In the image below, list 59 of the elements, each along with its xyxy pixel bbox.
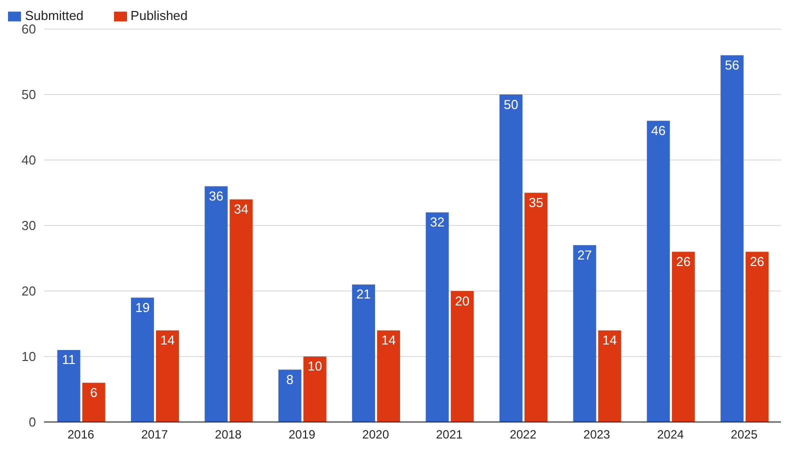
data-label: 26 bbox=[750, 254, 764, 269]
data-label: 11 bbox=[62, 352, 76, 368]
x-tick-label: 2016 bbox=[68, 428, 95, 442]
x-tick-label: 2024 bbox=[657, 428, 684, 442]
data-label: 32 bbox=[430, 214, 444, 230]
y-tick-label: 60 bbox=[22, 22, 36, 37]
y-tick-label: 30 bbox=[22, 218, 36, 234]
x-tick-label: 2023 bbox=[583, 428, 610, 442]
data-label: 19 bbox=[135, 300, 150, 315]
bar bbox=[82, 382, 106, 422]
data-label: 14 bbox=[381, 332, 396, 348]
bar bbox=[598, 330, 622, 422]
bar bbox=[204, 186, 228, 422]
data-label: 20 bbox=[455, 293, 470, 308]
data-label: 36 bbox=[208, 188, 224, 204]
bar bbox=[720, 55, 744, 422]
legend-label: Submitted bbox=[25, 8, 84, 23]
data-label: 6 bbox=[90, 384, 98, 400]
bar bbox=[230, 199, 253, 422]
data-label: 27 bbox=[577, 247, 592, 262]
bar bbox=[450, 291, 474, 422]
data-label: 50 bbox=[504, 96, 518, 112]
data-label: 35 bbox=[528, 195, 544, 210]
y-tick-label: 0 bbox=[28, 414, 36, 430]
bar bbox=[303, 356, 326, 422]
x-tick-label: 2025 bbox=[730, 428, 758, 442]
x-tick-label: 2017 bbox=[141, 428, 168, 442]
y-tick-label: 50 bbox=[22, 87, 36, 102]
x-tick-label: 2022 bbox=[510, 428, 537, 442]
x-tick-label: 2018 bbox=[214, 428, 242, 442]
x-tick-label: 2019 bbox=[288, 428, 316, 442]
data-label: 34 bbox=[234, 202, 248, 217]
y-tick-label: 20 bbox=[22, 284, 36, 299]
bar bbox=[426, 212, 449, 422]
bar bbox=[573, 245, 596, 422]
data-label: 46 bbox=[651, 122, 666, 138]
bar bbox=[746, 252, 769, 422]
bar bbox=[57, 350, 80, 422]
bar bbox=[524, 192, 548, 422]
data-label: 8 bbox=[286, 372, 294, 387]
data-label: 14 bbox=[602, 332, 617, 348]
y-tick-label: 10 bbox=[22, 349, 36, 364]
y-tick-label: 40 bbox=[22, 152, 36, 168]
x-tick-label: 2020 bbox=[362, 428, 390, 442]
legend-label: Published bbox=[130, 8, 188, 23]
bar bbox=[672, 252, 695, 422]
data-label: 21 bbox=[356, 286, 371, 302]
bar bbox=[352, 284, 376, 422]
data-label: 10 bbox=[308, 358, 322, 374]
bar bbox=[278, 370, 302, 422]
data-label: 14 bbox=[160, 332, 175, 348]
bar bbox=[130, 298, 154, 422]
bar bbox=[156, 330, 179, 422]
bar bbox=[377, 330, 400, 422]
bar bbox=[646, 120, 670, 422]
x-tick-label: 2021 bbox=[436, 428, 464, 442]
data-label: 56 bbox=[724, 57, 740, 72]
bar bbox=[499, 94, 522, 422]
data-label: 26 bbox=[676, 254, 691, 269]
